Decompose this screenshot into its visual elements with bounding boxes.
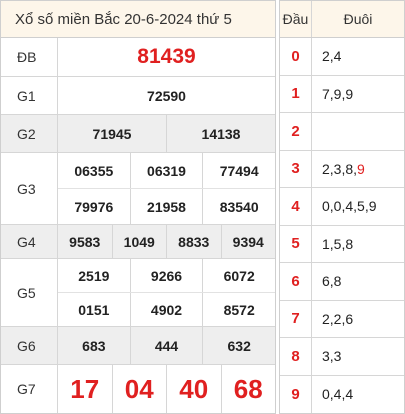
prize-label: G7 [1, 365, 58, 413]
duoi-digits: 3,3 [312, 338, 404, 375]
prize-number: 21958 [129, 189, 203, 224]
dau-header: Đầu [280, 1, 312, 37]
dau-digit: 8 [280, 338, 312, 375]
prize-number: 1049 [111, 225, 167, 258]
prize-number: 8833 [166, 225, 221, 258]
prize-label: G6 [1, 327, 58, 364]
dau-digit: 2 [280, 113, 312, 150]
dau-digit: 3 [280, 150, 312, 187]
dau-duoi-row: 5 1,5,8 [280, 225, 404, 263]
duoi-header: Đuôi [343, 11, 373, 27]
results-table: Xổ số miền Bắc 20-6-2024 thứ 5 ĐB 81439 … [0, 0, 276, 414]
duoi-text: 0,0,4,5,9 [322, 198, 377, 215]
prize-number: 04 [111, 365, 167, 413]
prize-number: 83540 [202, 189, 275, 224]
prize-row-g4: G4 9583 1049 8833 9394 [1, 225, 275, 259]
prize-number: 14138 [166, 115, 275, 152]
dau-digit: 6 [280, 263, 312, 300]
dau-digit: 1 [280, 75, 312, 112]
duoi-digits: 2,2,6 [312, 301, 404, 338]
duoi-text: 3,3 [322, 348, 342, 365]
duoi-text: 6,8 [322, 273, 342, 290]
prize-row-g1: G1 72590 [1, 77, 275, 115]
dau-duoi-row: 9 0,4,4 [280, 375, 404, 414]
prize-number: 06319 [129, 153, 203, 188]
prize-label: G4 [1, 225, 58, 258]
duoi-digits: 0,0,4,5,9 [312, 188, 404, 225]
dau-duoi-row: 1 7,9,9 [280, 75, 404, 113]
dau-duoi-table: Đầu Đuôi 0 2,4 1 7,9,9 2 3 2,3,8, 9 4 0,0,4,5,9 5 1… [279, 0, 405, 414]
prize-number: 632 [202, 327, 275, 364]
duoi-text: 2,3,8, [322, 160, 358, 177]
prize-number: 68 [220, 365, 276, 413]
dau-digit: 4 [280, 188, 312, 225]
duoi-digits: 7,9,9 [312, 76, 404, 113]
dau-duoi-row: 4 0,0,4,5,9 [280, 188, 404, 226]
prize-label: G5 [1, 259, 58, 326]
duoi-highlight: 9 [357, 160, 365, 177]
dau-duoi-row: 2 [280, 113, 404, 151]
duoi-text: 1,5,8 [322, 235, 354, 252]
dau-digit: 5 [280, 225, 312, 262]
dau-duoi-row: 7 2,2,6 [280, 300, 404, 338]
dau-digit: 7 [280, 300, 312, 337]
duoi-digits: 0,4,4 [312, 376, 404, 414]
prize-label: G2 [1, 115, 58, 152]
prize-number: 9266 [129, 259, 203, 292]
duoi-digits [312, 113, 404, 150]
duoi-digits: 6,8 [312, 263, 404, 300]
prize-row-g7: G7 17 04 40 68 [1, 365, 275, 413]
prize-label: G1 [1, 77, 58, 114]
prize-row-g6: G6 683 444 632 [1, 327, 275, 365]
prize-number: 40 [166, 365, 221, 413]
dau-digit: 9 [280, 375, 312, 413]
dau-duoi-row: 6 6,8 [280, 263, 404, 301]
prize-label: ĐB [1, 38, 58, 76]
results-title: Xổ số miền Bắc 20-6-2024 thứ 5 [1, 1, 275, 38]
prize-number: 444 [129, 327, 203, 364]
duoi-text: 0,4,4 [322, 386, 354, 403]
prize-number: 0151 [78, 301, 110, 318]
duoi-digits: 2,3,8, 9 [312, 151, 404, 188]
dau-duoi-row: 0 2,4 [280, 38, 404, 76]
prize-label: G3 [1, 153, 58, 224]
prize-row-g2: G2 71945 14138 [1, 115, 275, 153]
prize-number: 4902 [129, 293, 203, 326]
prize-number: 71945 [92, 125, 132, 142]
dau-duoi-body: 0 2,4 1 7,9,9 2 3 2,3,8, 9 4 0,0,4,5,9 5 1,5,8 6 6,8 7… [280, 38, 404, 413]
prize-number: 9583 [69, 233, 101, 250]
prize-number: 8572 [202, 293, 275, 326]
duoi-text: 7,9,9 [322, 85, 354, 102]
prize-number: 6072 [202, 259, 275, 292]
dau-duoi-row: 8 3,3 [280, 338, 404, 376]
prize-number: 77494 [202, 153, 275, 188]
prize-row-db: ĐB 81439 [1, 38, 275, 77]
dau-duoi-header: Đầu Đuôi [280, 1, 404, 38]
duoi-digits: 2,4 [312, 38, 404, 75]
duoi-digits: 1,5,8 [312, 226, 404, 263]
duoi-text: 2,4 [322, 48, 342, 65]
prize-number: 06355 [74, 162, 114, 179]
prize-row-g5: G5 2519 9266 6072 0151 4902 8572 [1, 259, 275, 327]
dau-duoi-row: 3 2,3,8, 9 [280, 150, 404, 188]
dau-digit: 0 [280, 38, 312, 75]
prize-number: 79976 [74, 198, 114, 215]
prize-number: 9394 [220, 225, 276, 258]
prize-number: 17 [70, 373, 100, 404]
prize-number: 81439 [137, 45, 196, 68]
prize-number: 683 [82, 337, 106, 354]
prize-number: 2519 [78, 267, 110, 284]
duoi-text: 2,2,6 [322, 310, 354, 327]
prize-number: 72590 [147, 87, 186, 104]
prize-row-g3: G3 06355 06319 77494 79976 21958 83540 [1, 153, 275, 225]
